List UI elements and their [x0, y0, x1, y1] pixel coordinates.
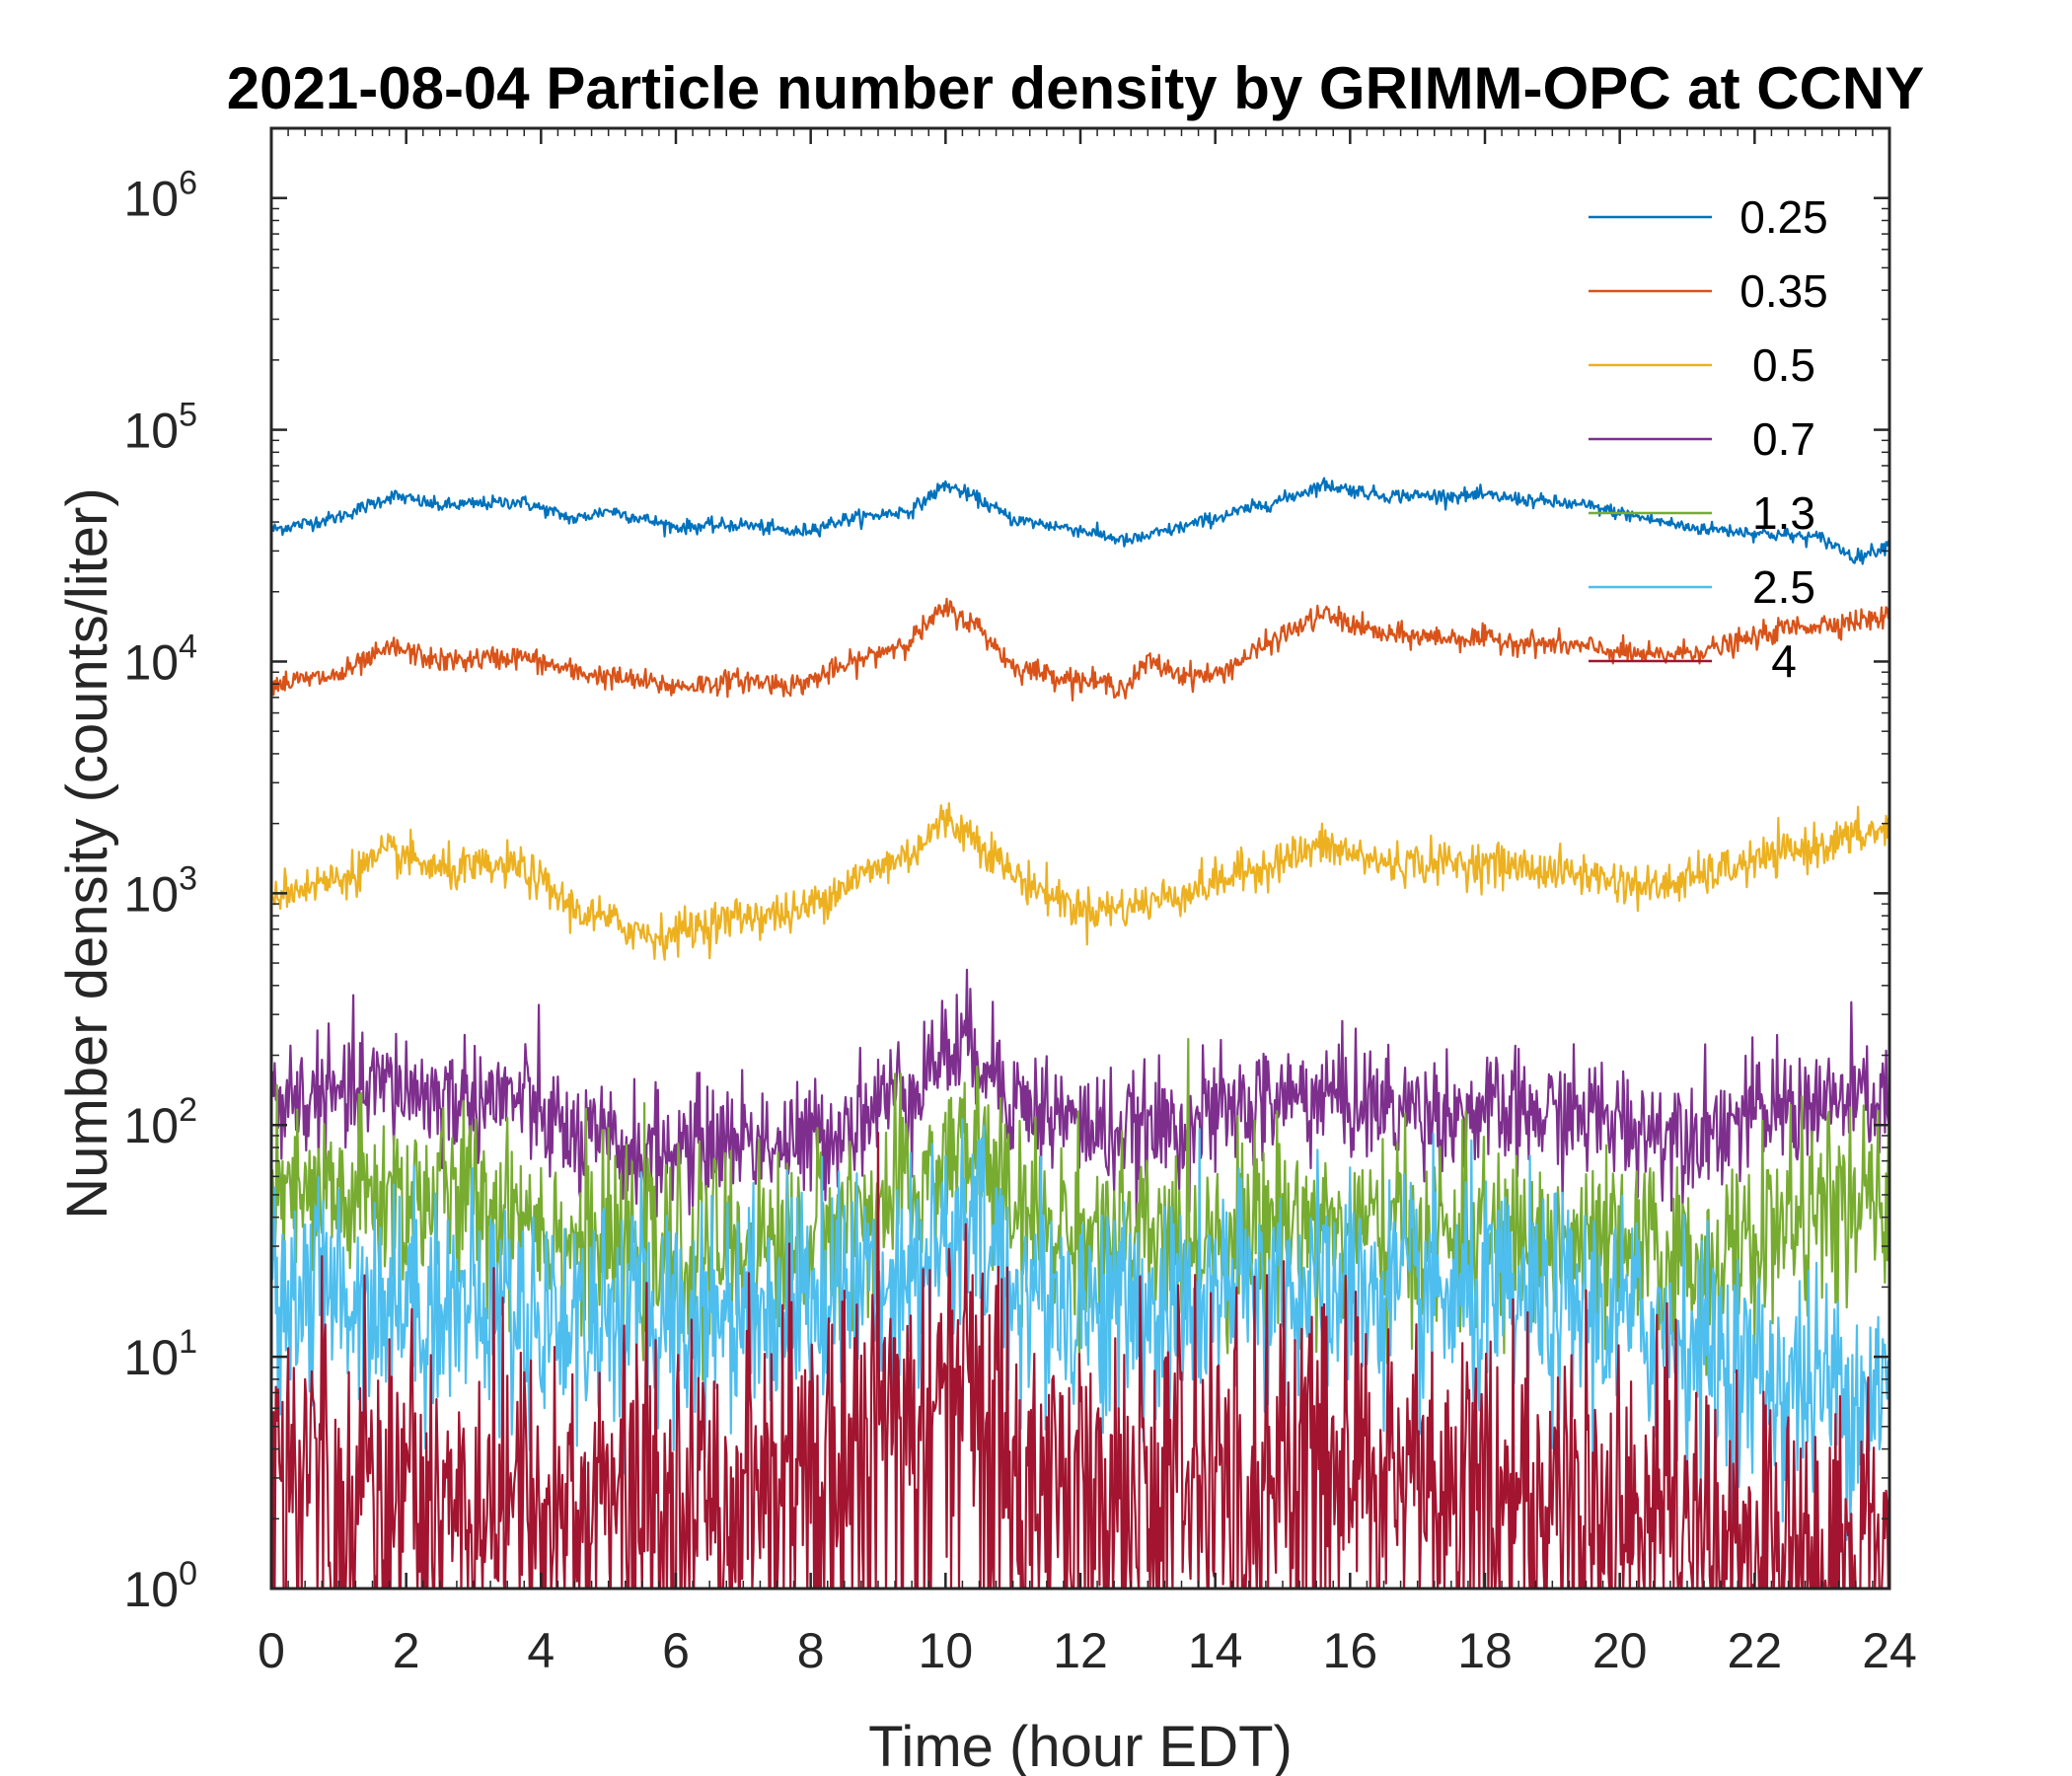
y-tick-label: 103: [123, 859, 197, 922]
x-tick-label: 0: [258, 1623, 285, 1678]
x-tick-label: 4: [527, 1623, 555, 1678]
series-line-4: [271, 1132, 1889, 1589]
legend-label-0-5: 0.5: [1752, 339, 1815, 391]
x-tick-label: 16: [1323, 1623, 1378, 1678]
series-line-0-25: [271, 477, 1889, 565]
ticks-layer: [269, 127, 1891, 1591]
legend-label-4: 4: [1771, 635, 1797, 687]
x-tick-label: 22: [1728, 1623, 1783, 1678]
y-tick-label: 104: [123, 628, 197, 690]
series-line-2-5: [271, 1118, 1889, 1560]
x-tick-label: 12: [1053, 1623, 1108, 1678]
x-tick-label: 8: [797, 1623, 825, 1678]
x-tick-label: 14: [1188, 1623, 1243, 1678]
legend-label-1-3: 1.3: [1752, 487, 1815, 539]
x-axis-label: Time (hour EDT): [868, 1715, 1293, 1776]
y-axis-label: Number density (counts/liter): [55, 487, 119, 1219]
x-tick-label: 20: [1592, 1623, 1648, 1678]
legend-label-0-7: 0.7: [1752, 413, 1815, 465]
x-tick-label: 18: [1457, 1623, 1513, 1678]
x-tick-label: 10: [919, 1623, 974, 1678]
tick-labels-layer: 0 2 4 6 8 10 12 14 16 18 20 22 241001011021031041051…: [123, 165, 1916, 1678]
legend-label-0-35: 0.35: [1739, 265, 1828, 317]
x-tick-label: 24: [1862, 1623, 1917, 1678]
legend: 0.25 0.35 0.5 0.7 1.3 2.5 4: [1589, 191, 1828, 687]
legend-label-0-25: 0.25: [1739, 191, 1828, 243]
legend-label-2-5: 2.5: [1752, 561, 1815, 613]
chart-title: 2021-08-04 Particle number density by GR…: [227, 55, 1925, 121]
y-tick-label: 105: [123, 397, 197, 459]
series-line-0-7: [271, 968, 1889, 1226]
x-tick-label: 6: [662, 1623, 690, 1678]
y-tick-label: 100: [123, 1555, 197, 1617]
y-tick-label: 106: [123, 165, 197, 227]
x-tick-label: 2: [393, 1623, 420, 1678]
series-line-0-35: [271, 597, 1889, 702]
y-tick-label: 102: [123, 1091, 197, 1153]
y-tick-label: 101: [123, 1323, 197, 1385]
series-line-0-5: [271, 802, 1889, 961]
series-layer: [271, 477, 1889, 1589]
